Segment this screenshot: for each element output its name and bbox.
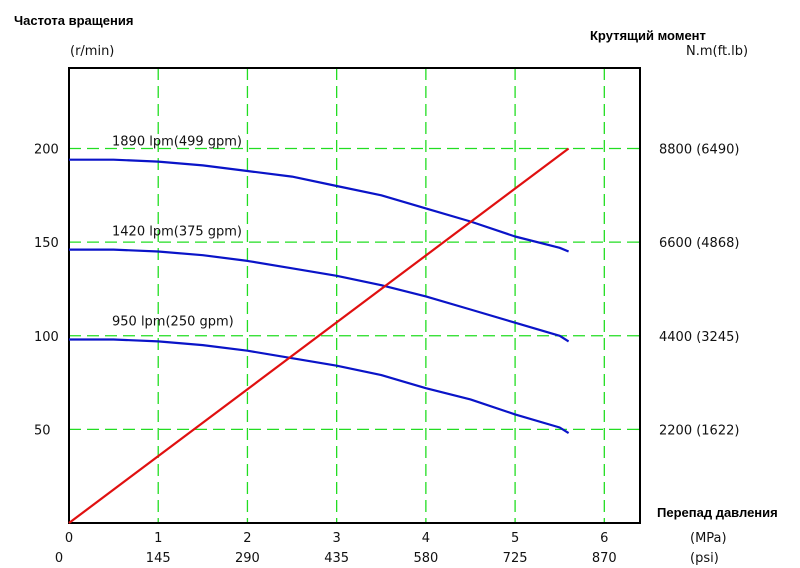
- right-tick-label: 6600 (4868): [659, 236, 739, 251]
- x-tick-label-psi: 870: [592, 551, 617, 566]
- x-tick-label-psi: 435: [324, 551, 349, 566]
- series-lines: [68, 147, 570, 524]
- series-label: 1420 lpm(375 gpm): [112, 225, 242, 240]
- right-tick-label: 4400 (3245): [659, 330, 739, 345]
- left-axis-title: Частота вращения: [14, 13, 133, 28]
- x-tick-label-mpa: 4: [422, 531, 430, 546]
- grid-lines: [69, 68, 640, 523]
- right-tick-label: 2200 (1622): [659, 423, 739, 438]
- left-tick-label: 200: [34, 143, 59, 158]
- x-tick-label-mpa: 3: [333, 531, 341, 546]
- speed-curve: [69, 338, 570, 435]
- series-label: 950 lpm(250 gpm): [112, 315, 234, 330]
- x-tick-label-mpa: 0: [65, 531, 73, 546]
- right-axis-unit: N.m(ft.lb): [686, 44, 748, 59]
- speed-curve: [69, 158, 570, 253]
- left-axis-unit: (r/min): [70, 44, 114, 59]
- x-tick-label-psi: 725: [503, 551, 528, 566]
- x-tick-label-psi: 580: [413, 551, 438, 566]
- x-axis-unit-secondary: (psi): [690, 551, 719, 566]
- x-tick-label-psi: 0: [55, 551, 63, 566]
- plot-frame: [68, 67, 641, 524]
- speed-curve: [69, 248, 570, 343]
- torque-line: [68, 147, 570, 524]
- x-tick-label-mpa: 2: [243, 531, 251, 546]
- x-axis-unit-primary: (MPa): [690, 531, 727, 546]
- x-tick-label-psi: 145: [146, 551, 171, 566]
- left-tick-label: 100: [34, 330, 59, 345]
- x-tick-label-mpa: 5: [511, 531, 519, 546]
- x-tick-label-mpa: 1: [154, 531, 162, 546]
- series-label: 1890 lpm(499 gpm): [112, 135, 242, 150]
- x-tick-label-psi: 290: [235, 551, 260, 566]
- axis-labels: 00 1 145 2 290 3 435 4 580 5 725 6 870 50 100 150 200 220…: [34, 135, 739, 566]
- right-axis-title: Крутящий момент: [590, 28, 706, 43]
- x-axis-title: Перепад давления: [657, 505, 778, 520]
- left-tick-label: 150: [34, 236, 59, 251]
- x-tick-label-mpa: 6: [600, 531, 608, 546]
- right-tick-label: 8800 (6490): [659, 143, 739, 158]
- left-tick-label: 50: [34, 423, 51, 438]
